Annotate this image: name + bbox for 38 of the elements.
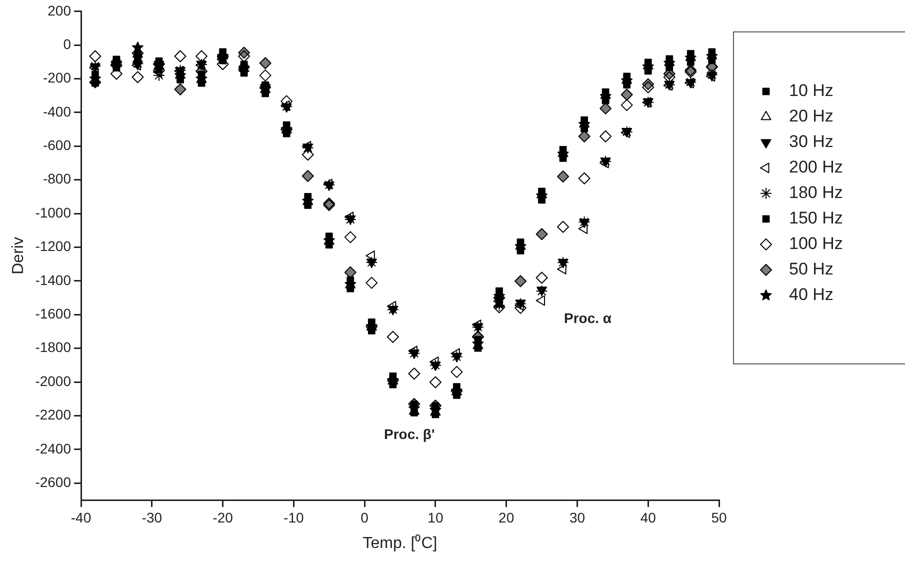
x-tick-label: 20: [498, 509, 514, 526]
legend-label: 30 Hz: [789, 132, 834, 152]
x-tick-label: -30: [142, 509, 162, 526]
x-tick-label: 0: [360, 509, 369, 526]
y-tick-label: -1600: [35, 306, 72, 322]
annotation: Proc. β': [384, 426, 435, 442]
y-tick-label: -200: [42, 70, 72, 86]
y-tick-label: -1000: [35, 204, 72, 220]
y-axis-title: Deriv: [10, 237, 28, 274]
y-tick-label: -2000: [35, 372, 72, 389]
legend-label: 100 Hz: [789, 234, 843, 254]
y-tick-label: -800: [42, 170, 72, 187]
x-tick-label: 50: [711, 509, 727, 526]
y-tick-label: -2400: [35, 440, 72, 456]
x-tick-label: 40: [640, 509, 656, 526]
legend-label: 20 Hz: [789, 106, 834, 126]
annotation: Proc. α: [564, 310, 612, 326]
y-tick-label: -600: [42, 137, 72, 154]
x-tick-label: 10: [428, 509, 444, 526]
y-tick-label: -1800: [35, 339, 72, 356]
legend-label: 200 Hz: [789, 158, 843, 177]
legend-label: 10 Hz: [789, 81, 834, 100]
x-tick-label: 30: [569, 509, 586, 526]
x-tick-label: -20: [212, 509, 234, 526]
y-tick-label: 200: [48, 2, 72, 18]
y-tick-label: 0: [63, 36, 72, 52]
y-tick-label: -2600: [35, 474, 72, 490]
y-tick-label: -1200: [35, 238, 72, 254]
legend-label: 150 Hz: [789, 208, 843, 228]
x-axis-title: Temp. [⁰C]: [362, 534, 438, 552]
legend-label: 40 Hz: [789, 285, 834, 304]
y-tick-label: -400: [42, 103, 72, 120]
y-tick-label: -1400: [35, 272, 72, 288]
x-tick-label: -40: [70, 509, 92, 526]
legend-label: 50 Hz: [789, 260, 834, 279]
y-tick-label: -2200: [35, 406, 72, 423]
x-tick-label: -10: [284, 509, 304, 526]
legend-label: 180 Hz: [789, 183, 843, 202]
